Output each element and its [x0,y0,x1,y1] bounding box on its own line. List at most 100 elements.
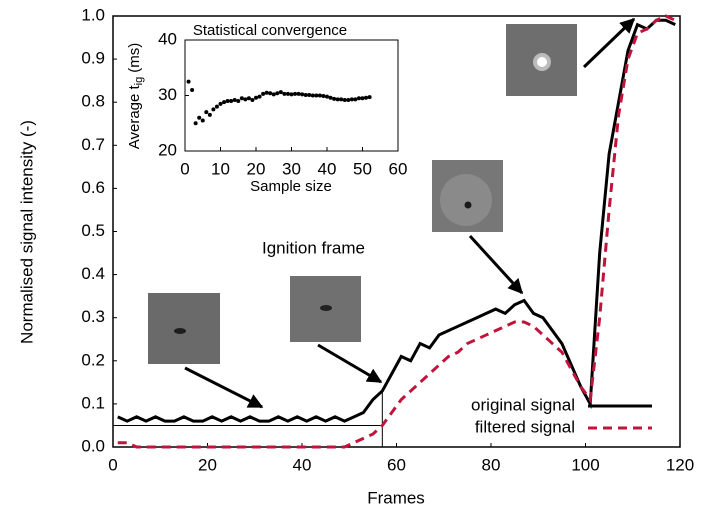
y-tick-label: 0.4 [81,264,105,283]
point [190,87,195,92]
inset-x-label: Sample size [250,178,332,195]
point [314,93,319,98]
inset-y-label: Average tig (ms) [126,43,145,150]
spot [537,57,547,67]
point [289,92,294,97]
inset-title: Statistical convergence [193,22,347,39]
y-label-end: (ms) [126,43,143,73]
legend-label: filtered signal [475,417,575,436]
y-tick-label: 0.9 [81,49,105,68]
point [332,96,337,101]
point [264,90,269,95]
point [204,110,209,115]
point [193,121,198,126]
x-tick-label: 20 [247,159,266,178]
point [339,97,344,102]
point [321,94,326,99]
y-tick-label: 0.6 [81,178,105,197]
thumbnails [148,24,577,364]
point [325,94,329,99]
point [317,93,322,98]
point [254,95,258,100]
x-tick-label: 0 [108,455,117,474]
y-label-main: Average t [126,84,143,149]
x-tick-label: 20 [198,455,217,474]
x-tick-label: 80 [482,455,501,474]
y-axis-label: Normalised signal intensity (-) [17,120,36,344]
x-tick-label: 40 [293,455,312,474]
x-tick-label: 120 [666,455,694,474]
y-tick-label: 30 [158,85,177,104]
point [346,97,351,102]
point [211,107,216,112]
point [232,97,237,102]
point [275,91,280,96]
thumbnail [148,293,220,364]
y-tick-label: 0.3 [81,307,105,326]
point [236,99,241,104]
annotation: Ignition frame [262,238,365,257]
point [364,95,369,100]
x-tick-label: 50 [353,159,372,178]
point [342,97,347,102]
arrows [184,17,636,409]
point [285,91,290,96]
point [303,92,308,97]
x-tick-label: 0 [180,159,189,178]
spot [464,201,472,209]
point [239,96,244,101]
point [349,97,354,102]
point [261,91,266,96]
point [356,96,361,101]
point [218,101,223,106]
point [282,91,287,96]
x-tick-label: 60 [387,455,406,474]
point [197,115,202,120]
point [328,95,333,100]
x-tick-label: 100 [571,455,599,474]
x-tick-label: 30 [282,159,301,178]
point [229,99,234,104]
series-line [117,14,676,449]
arrow [468,234,524,295]
y-tick-label: 0.5 [81,221,105,240]
point [257,94,262,99]
point [300,92,305,97]
point [278,90,283,95]
point [246,96,251,101]
spot [320,305,332,311]
arrow [582,17,636,69]
x-tick-label: 10 [211,159,230,178]
point [250,97,255,102]
point [335,97,340,102]
y-tick-label: 40 [158,29,177,48]
point [186,79,191,84]
arrow [184,366,264,409]
point [310,93,315,98]
point [207,112,212,117]
point [307,92,312,97]
inset-background [118,20,408,205]
x-tick-label: 60 [389,159,408,178]
point [293,91,298,96]
point [353,97,358,102]
x-tick-label: 40 [318,159,337,178]
y-label-sub: ig [133,77,145,86]
point [367,95,372,100]
point [296,91,301,96]
halo [440,174,492,226]
y-tick-label: 0.2 [81,350,105,369]
y-tick-label: 0.1 [81,393,105,412]
y-tick-label: 20 [158,140,177,159]
y-tick-label: 0.7 [81,135,105,154]
point [200,118,205,123]
spot [174,328,186,334]
point [222,100,227,105]
arrow [317,343,383,384]
point [225,99,230,104]
x-axis-label: Frames [367,488,425,507]
y-tick-label: 0.8 [81,92,105,111]
point [214,104,219,109]
